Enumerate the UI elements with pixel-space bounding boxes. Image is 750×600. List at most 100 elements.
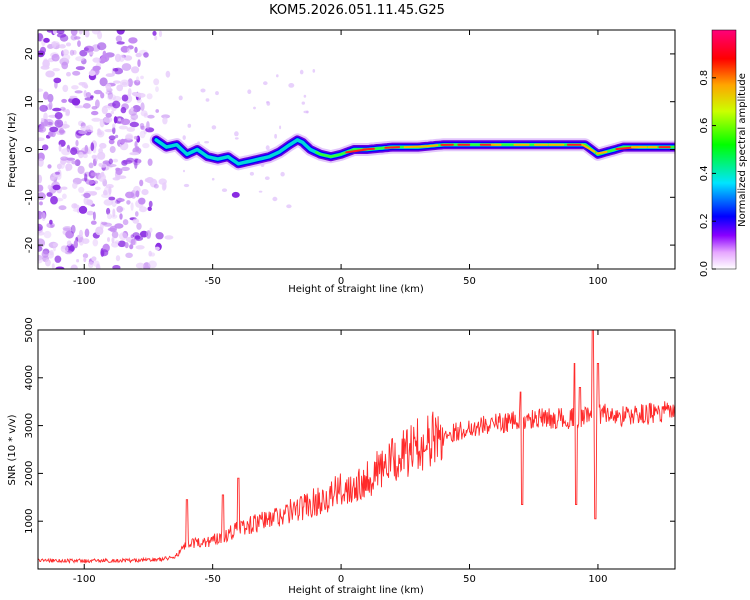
- spectrogram-noise-speckle: [141, 189, 149, 196]
- spectrogram-noise-speckle: [135, 211, 139, 217]
- snr-ytick-label: 1000: [24, 508, 35, 533]
- spectrogram-noise-speckle: [112, 158, 119, 163]
- colorbar-ticks: 0.0 0.2 0.4 0.6 0.8: [699, 70, 716, 277]
- snr-xtick-label: -100: [73, 574, 96, 585]
- spectrogram-noise-speckle: [71, 160, 77, 165]
- spectrogram-noise-speckle: [115, 255, 121, 262]
- spectrogram-noise-speckle: [97, 31, 103, 40]
- spectrogram-noise-speckle: [139, 179, 144, 187]
- spectrogram-noise-speckle: [38, 192, 46, 201]
- spectrogram-noise-speckle: [51, 53, 60, 62]
- spectrogram-ytick-label: 20: [24, 48, 35, 61]
- spectrogram-noise-speckle: [215, 91, 219, 96]
- spectrogram-noise-speckle: [115, 35, 123, 43]
- spectrogram-noise-speckle: [98, 148, 103, 154]
- spectrogram-noise-speckle: [112, 265, 121, 269]
- spectrogram-noise-speckle: [121, 166, 130, 171]
- spectrogram-noise-speckle: [120, 138, 125, 145]
- spectrogram-noise-speckle: [118, 118, 122, 122]
- spectrogram-noise-speckle: [54, 119, 64, 128]
- spectrogram-noise-speckle: [50, 195, 58, 205]
- spectrogram-noise-speckle: [91, 256, 97, 262]
- spectrogram-noise-speckle: [130, 107, 134, 112]
- spectrogram-noise-speckle: [114, 53, 122, 63]
- spectrogram-noise-speckle: [101, 221, 108, 225]
- spectrogram-xtick-label: 0: [338, 276, 344, 287]
- spectrogram-noise-speckle: [58, 44, 66, 49]
- spectrogram-noise-speckle: [75, 139, 79, 147]
- spectrogram-noise-speckle: [52, 107, 62, 112]
- spectrogram-noise-speckle: [61, 98, 67, 103]
- spectrogram-noise-speckle: [40, 122, 45, 130]
- spectrogram-noise-speckle: [97, 151, 106, 160]
- spectrogram-noise-speckle: [41, 250, 49, 258]
- spectrogram-noise-speckle: [108, 135, 116, 141]
- spectrogram-noise-speckle: [121, 81, 128, 86]
- spectrogram-noise-speckle: [205, 98, 210, 102]
- spectrogram-noise-speckle: [40, 65, 50, 70]
- spectrogram-ylabel: Frequency (Hz): [7, 112, 18, 188]
- spectrogram-noise-speckle: [258, 190, 263, 193]
- spectrogram-noise-speckle: [74, 105, 85, 109]
- spectrogram-noise-speckle: [155, 232, 164, 240]
- spectrogram-noise-speckle: [146, 121, 150, 130]
- spectrogram-noise-speckle: [147, 206, 152, 211]
- snr-axes: -100 -50 0 50 100 1000 2000 3000 4000 5000: [24, 317, 675, 585]
- spectrogram-noise-speckle: [152, 30, 157, 36]
- spectrogram-noise-speckle: [65, 112, 70, 117]
- spectrogram-noise-speckle: [111, 237, 115, 244]
- spectrogram-noise-speckle: [43, 230, 52, 239]
- spectrogram-noise-speckle: [118, 125, 128, 130]
- spectrogram-noise-speckle: [56, 30, 65, 34]
- spectrogram-noise-speckle: [140, 110, 148, 117]
- spectrogram-xlabel: Height of straight line (km): [288, 284, 424, 295]
- spectrogram-noise-speckle: [94, 186, 101, 191]
- spectrogram-noise-speckle: [112, 100, 121, 109]
- spectrogram-noise-speckle: [54, 255, 62, 263]
- spectrogram-noise-speckle: [129, 152, 140, 156]
- spectrogram-noise-speckle: [78, 82, 86, 86]
- spectrogram-noise-speckle: [78, 205, 88, 214]
- spectrogram-noise-speckle: [105, 112, 112, 118]
- spectrogram-noise-speckle: [118, 232, 128, 241]
- spectrogram-noise-speckle: [45, 70, 55, 78]
- spectrogram-noise-speckle: [86, 210, 95, 216]
- spectrogram-noise-speckle: [264, 176, 270, 180]
- spectrogram-noise-speckle: [137, 159, 142, 164]
- spectrogram-noise-speckle: [136, 222, 142, 230]
- spectrogram-noise-speckle: [52, 242, 59, 247]
- figure-title: KOM5.2026.051.11.45.G25: [269, 3, 445, 18]
- snr-frame: [37, 329, 676, 570]
- spectrogram-noise-speckle: [155, 109, 159, 113]
- spectrogram-noise-speckle: [103, 189, 108, 196]
- spectrogram-noise-speckle: [124, 242, 129, 249]
- spectrogram-noise-speckle: [62, 54, 71, 61]
- spectrogram-noise-speckle: [137, 59, 141, 67]
- spectrogram-noise-speckle: [101, 193, 111, 199]
- spectrogram-noise-speckle: [161, 182, 167, 191]
- spectrogram-noise-speckle: [48, 101, 53, 110]
- spectrogram-noise-speckle: [117, 240, 126, 248]
- spectrogram-noise-speckle: [85, 92, 92, 98]
- spectrogram-noise-speckle: [105, 184, 114, 189]
- spectrogram-noise-speckle: [82, 253, 89, 259]
- spectrogram-noise-speckle: [91, 110, 99, 116]
- spectrogram-noise-speckle: [83, 84, 89, 89]
- spectrogram-noise-speckle: [43, 91, 49, 100]
- spectrogram-noise-speckle: [121, 94, 129, 102]
- spectrogram-noise-speckle: [90, 220, 97, 225]
- spectrogram-noise-speckle: [154, 246, 160, 251]
- spectrogram-noise-speckle: [135, 245, 145, 250]
- spectrogram-noise-speckle: [234, 137, 239, 140]
- spectrogram-noise-speckle: [43, 37, 50, 43]
- snr-xtick-label: 100: [588, 574, 607, 585]
- spectrogram-noise-speckle: [38, 137, 45, 141]
- spectrogram-noise-speckle: [111, 198, 117, 207]
- spectrogram-noise-speckle: [132, 232, 140, 238]
- spectrogram-noise-speckle: [130, 238, 136, 246]
- spectrogram-noise-speckle: [65, 163, 73, 171]
- colorbar-tick-label: 0.8: [699, 70, 710, 86]
- spectrogram-noise-speckle: [247, 89, 252, 94]
- spectrogram-noise-speckle: [46, 30, 53, 33]
- spectrogram-noise-speckle: [42, 58, 49, 67]
